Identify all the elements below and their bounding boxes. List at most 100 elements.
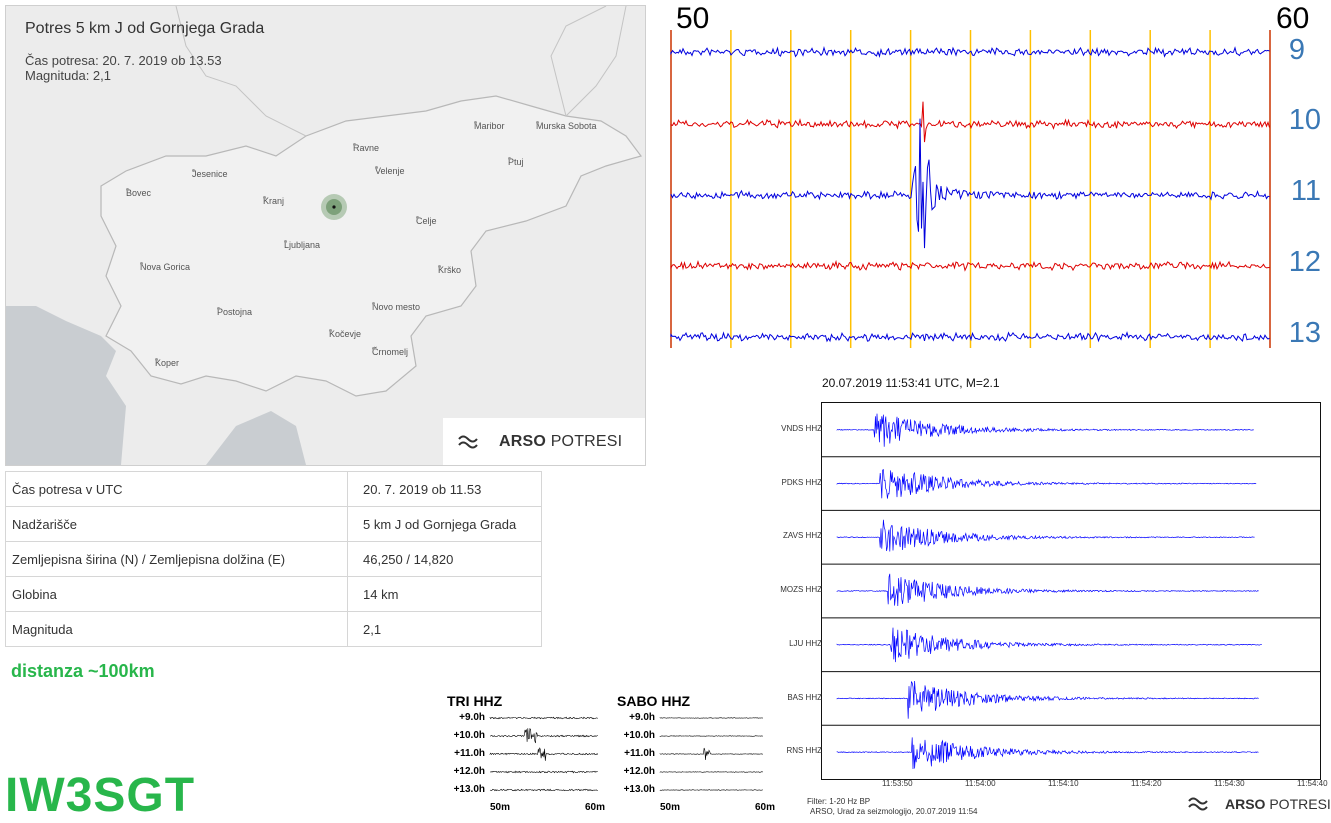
time-tick-label: 11:53:50 — [882, 779, 913, 788]
brand-bold: ARSO — [499, 432, 547, 450]
city-label: Kranj — [263, 196, 285, 206]
station-label: PDKS HHZ — [781, 477, 822, 487]
time-tick-label: 11:54:10 — [1048, 779, 1079, 788]
arso-logo-icon — [1188, 797, 1208, 811]
helicorder-trace — [670, 45, 1270, 58]
city-label: Ravne — [353, 143, 380, 153]
station-trace — [836, 468, 1257, 499]
city-label: Koper — [155, 358, 180, 368]
minute-end-label: 60 — [1276, 2, 1310, 35]
hour-row-label: 11 — [1290, 175, 1321, 207]
brand-bold: ARSO — [1225, 796, 1266, 812]
mini-row-label: +13.0h — [623, 784, 655, 795]
table-row: Zemljepisna širina (N) / Zemljepisna dol… — [5, 541, 542, 577]
city-label: Murska Sobota — [536, 121, 597, 131]
arso-brand: ARSO POTRESI — [443, 418, 645, 465]
city-label: Črnomelj — [372, 347, 409, 357]
info-value: 14 km — [347, 576, 542, 612]
helicorder-trace — [670, 101, 1270, 143]
earthquake-map[interactable]: Potres 5 km J od Gornjega Grada Čas potr… — [5, 5, 646, 466]
time-tick-label: 11:54:40 — [1297, 779, 1328, 788]
mini-trace — [659, 789, 763, 791]
city-label: Ljubljana — [284, 240, 321, 250]
distance-note: distanza ~100km — [11, 661, 155, 681]
earthquake-info-table: Čas potresa v UTC 20. 7. 2019 ob 11.53 Na… — [5, 471, 542, 647]
table-row: Magnituda 2,1 — [5, 611, 542, 647]
hour-row-label: 12 — [1288, 246, 1321, 278]
city-label: Nova Gorica — [140, 262, 191, 272]
mini-trace — [489, 770, 598, 774]
mini-helicorder-title: SABO HHZ — [617, 693, 691, 709]
mini-row-label: +13.0h — [453, 784, 485, 795]
info-value: 5 km J od Gornjega Grada — [347, 506, 542, 542]
mini-foot-right: 60m — [755, 802, 776, 813]
mini-trace — [489, 728, 598, 744]
info-label: Nadžarišče — [5, 506, 348, 542]
table-row: Čas potresa v UTC 20. 7. 2019 ob 11.53 — [5, 471, 542, 507]
mini-trace — [659, 771, 763, 773]
mini-trace — [489, 788, 598, 792]
info-label: Magnituda — [5, 611, 348, 647]
mini-row-label: +10.0h — [623, 730, 655, 741]
info-value: 46,250 / 14,820 — [347, 541, 542, 577]
brand-rest: POTRESI — [1269, 796, 1331, 812]
mini-helicorder-title: TRI HHZ — [447, 693, 503, 709]
station-trace — [836, 519, 1255, 552]
station-label: RNS HHZ — [786, 746, 822, 756]
mini-trace — [659, 717, 764, 719]
city-label: Kočevje — [329, 329, 362, 339]
city-label: Bovec — [126, 188, 152, 198]
info-label: Globina — [5, 576, 348, 612]
station-trace — [836, 627, 1262, 663]
station-label: VNDS HHZ — [781, 424, 822, 433]
minute-start-label: 50 — [676, 2, 710, 35]
info-label: Čas potresa v UTC — [5, 471, 348, 507]
station-trace — [836, 573, 1259, 607]
station-trace — [836, 413, 1254, 447]
mini-row-label: +12.0h — [623, 766, 655, 777]
hour-row-label: 13 — [1288, 317, 1321, 349]
mini-row-label: +11.0h — [624, 748, 655, 759]
helicorder-panel: 50 60 9 10 11 12 13 — [656, 0, 1331, 360]
mini-helicorder-plots — [489, 716, 764, 792]
mini-row-label: +12.0h — [453, 766, 485, 777]
mini-row-label: +10.0h — [453, 730, 485, 741]
helicorder-trace — [670, 259, 1270, 272]
map-magnitude: Magnituda: 2,1 — [25, 68, 112, 83]
city-label: Jesenice — [192, 169, 228, 179]
mini-foot-left: 50m — [490, 802, 511, 813]
time-tick-label: 11:54:00 — [965, 779, 996, 788]
info-value: 20. 7. 2019 ob 11.53 — [347, 471, 542, 507]
helicorder-plot — [670, 30, 1271, 348]
mini-row-label: +9.0h — [459, 712, 485, 723]
brand-rest: POTRESI — [550, 432, 623, 450]
city-label: Celje — [416, 216, 437, 226]
city-label: Velenje — [375, 166, 405, 176]
mini-row-label: +9.0h — [629, 712, 655, 723]
mini-foot-left: 50m — [660, 802, 681, 813]
station-trace — [836, 737, 1259, 770]
table-row: Globina 14 km — [5, 576, 542, 612]
time-tick-label: 11:54:20 — [1131, 779, 1162, 788]
city-label: Ptuj — [508, 157, 524, 167]
mini-trace — [659, 735, 763, 737]
station-trace — [836, 680, 1259, 719]
mini-trace — [489, 747, 599, 761]
filter-line: Filter: 1-20 Hz BP — [807, 797, 871, 806]
mini-trace — [489, 716, 598, 720]
station-label: LJU HHZ — [789, 638, 822, 648]
helicorder-trace — [670, 331, 1270, 343]
credit-line: ARSO, Urad za seizmologijo, 20.07.2019 1… — [810, 807, 978, 816]
time-tick-label: 11:54:30 — [1214, 779, 1245, 788]
map-local-time: Čas potresa: 20. 7. 2019 ob 13.53 — [25, 53, 222, 68]
arso-brand-footer: ARSO POTRESI — [1187, 795, 1331, 813]
hour-row-label: 10 — [1288, 104, 1321, 136]
helicorder-trace — [670, 118, 1270, 249]
table-row: Nadžarišče 5 km J od Gornjega Grada — [5, 506, 542, 542]
station-label: MOZS HHZ — [780, 585, 822, 595]
mini-row-label: +11.0h — [454, 748, 485, 759]
city-label: Postojna — [217, 307, 253, 317]
map-title: Potres 5 km J od Gornjega Grada — [25, 20, 265, 37]
seismogram-plot — [822, 413, 1320, 770]
info-label: Zemljepisna širina (N) / Zemljepisna dol… — [5, 541, 348, 577]
